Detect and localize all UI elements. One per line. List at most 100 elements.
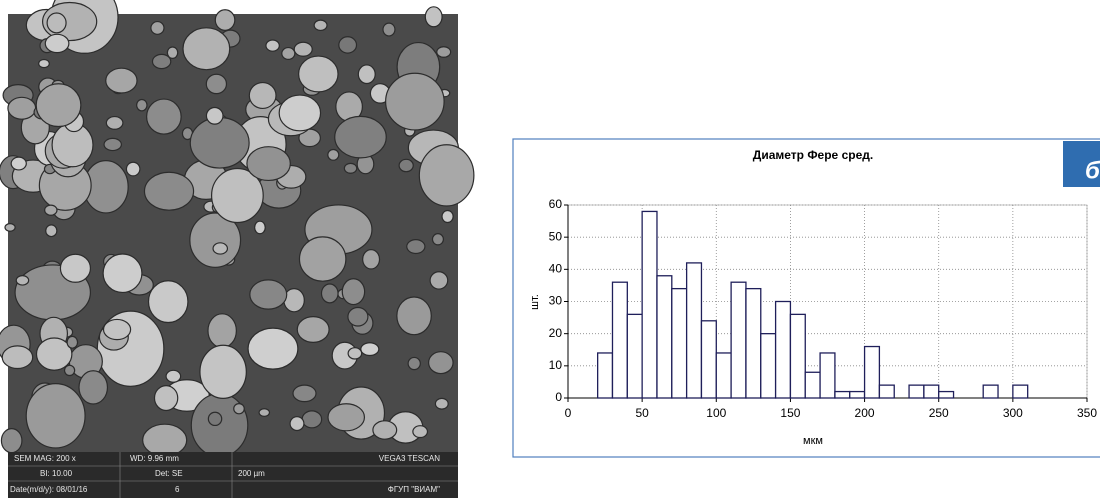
particle	[102, 318, 132, 341]
particle	[296, 315, 330, 344]
y-tick-label: 0	[555, 390, 562, 404]
particle	[205, 106, 224, 125]
particle	[125, 161, 141, 177]
particle	[429, 271, 449, 290]
bar	[1012, 384, 1029, 399]
particle	[166, 46, 179, 60]
bar	[982, 384, 999, 399]
particle	[136, 98, 148, 112]
particle	[0, 428, 23, 454]
x-tick-label: 350	[1077, 406, 1097, 420]
particle	[233, 402, 245, 415]
particle	[212, 242, 229, 255]
x-tick-label: 100	[706, 406, 726, 420]
info-text: BI: 10.00	[40, 469, 73, 478]
y-tick-label: 10	[549, 358, 563, 372]
x-tick-label: 250	[929, 406, 949, 420]
particle	[78, 370, 109, 405]
x-tick-label: 150	[780, 406, 800, 420]
particle	[7, 96, 37, 120]
particle	[205, 73, 228, 95]
panel-label: б	[1085, 157, 1100, 184]
bar	[730, 281, 747, 399]
particle	[151, 53, 172, 70]
particle	[357, 64, 376, 85]
bar	[626, 313, 643, 399]
y-tick-label: 50	[549, 229, 563, 243]
particle	[150, 20, 165, 35]
bar	[938, 390, 955, 399]
particle	[15, 275, 30, 286]
y-tick-label: 30	[549, 294, 563, 308]
bar	[849, 390, 866, 399]
panel-label-box	[1063, 141, 1100, 187]
particle	[10, 156, 27, 171]
bar	[908, 384, 925, 399]
particle	[398, 158, 414, 173]
bar	[611, 281, 628, 399]
particle	[165, 369, 182, 383]
particle	[396, 296, 432, 336]
info-text: 6	[175, 485, 180, 494]
x-tick-label: 50	[635, 406, 649, 420]
particle	[412, 425, 429, 439]
x-tick-label: 300	[1003, 406, 1023, 420]
particle	[258, 408, 271, 417]
bar	[834, 390, 851, 399]
particle	[254, 220, 266, 235]
particle	[4, 223, 16, 232]
particle	[436, 46, 452, 58]
particle	[301, 410, 323, 429]
particle	[66, 335, 79, 349]
bar	[685, 262, 703, 399]
particle	[341, 278, 366, 306]
bar	[760, 333, 777, 399]
particle	[434, 397, 449, 410]
particle	[347, 306, 369, 327]
info-text: SEM MAG: 200 x	[14, 454, 76, 463]
particle	[189, 212, 242, 268]
particle	[143, 171, 195, 211]
particle	[289, 416, 305, 432]
info-text: WD: 9.96 mm	[130, 454, 179, 463]
particle	[362, 249, 381, 270]
y-axis-label: шт.	[529, 294, 541, 310]
particle	[360, 342, 380, 357]
particle	[343, 162, 358, 174]
particle	[293, 41, 313, 57]
particle	[246, 146, 291, 182]
particle	[248, 81, 277, 110]
particle	[142, 423, 188, 457]
particle	[38, 58, 50, 69]
info-text: Det: SE	[155, 469, 183, 478]
bar	[923, 384, 940, 399]
particle	[44, 204, 58, 216]
info-bar	[8, 452, 458, 498]
particle	[427, 351, 454, 375]
bar	[774, 300, 792, 399]
y-tick-label: 60	[549, 197, 563, 211]
particle	[1, 345, 34, 370]
x-tick-label: 0	[565, 406, 572, 420]
particle	[249, 279, 288, 310]
particle	[327, 403, 366, 432]
particle	[347, 347, 363, 360]
particle	[406, 239, 426, 255]
bar	[878, 384, 895, 399]
particle	[338, 36, 358, 54]
bar	[745, 287, 762, 399]
info-text: 200 µm	[238, 469, 265, 478]
particle	[418, 144, 475, 207]
particles	[0, 0, 475, 458]
particle	[407, 356, 421, 371]
particle	[105, 67, 138, 94]
x-axis-label: мкм	[803, 435, 823, 447]
particle	[292, 384, 317, 403]
y-tick-label: 20	[549, 326, 563, 340]
info-text: Date(m/d/y): 08/01/16	[10, 485, 88, 494]
particle	[102, 253, 143, 294]
particle	[45, 224, 58, 238]
chart-title: Диаметр Фере сред.	[753, 148, 873, 162]
particle	[59, 253, 92, 283]
